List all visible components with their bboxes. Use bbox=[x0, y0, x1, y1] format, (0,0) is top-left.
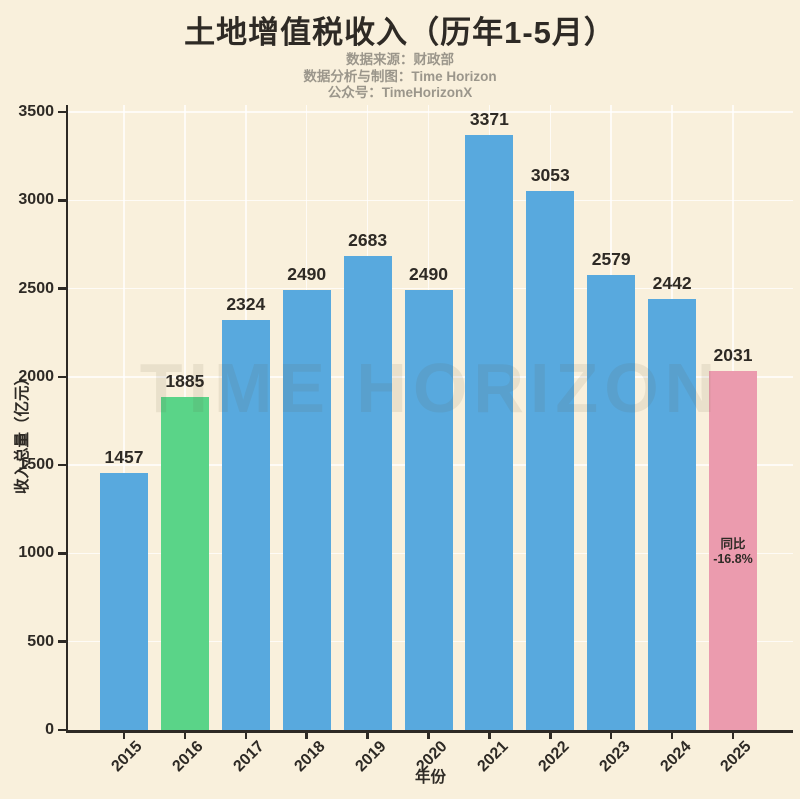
chart-title: 土地增值税收入（历年1-5月） bbox=[184, 15, 616, 50]
x-tick-label: 2022 bbox=[535, 738, 573, 776]
x-axis-tick bbox=[122, 733, 126, 739]
gridline-horizontal bbox=[68, 287, 793, 290]
x-axis-line bbox=[65, 730, 793, 733]
bar-2025 bbox=[709, 371, 757, 730]
subtitle-data-source: 数据来源：财政部 bbox=[346, 52, 454, 67]
bar-value-label: 2490 bbox=[287, 264, 327, 285]
bar-2023 bbox=[587, 274, 636, 730]
y-axis-tick bbox=[57, 640, 66, 643]
y-tick-label: 1500 bbox=[18, 456, 54, 474]
x-axis-tick bbox=[305, 733, 308, 739]
bar-2024 bbox=[648, 298, 697, 730]
bar-annotation: 同比 -16.8% bbox=[688, 537, 778, 567]
y-tick-label: 1000 bbox=[18, 544, 54, 562]
x-axis-tick bbox=[366, 733, 369, 739]
bar-2022 bbox=[526, 190, 575, 730]
y-tick-label: 0 bbox=[45, 721, 54, 738]
bar-value-label: 3371 bbox=[469, 108, 509, 129]
y-axis-tick bbox=[57, 728, 66, 732]
bar-value-label: 2490 bbox=[409, 264, 448, 285]
bar-2021 bbox=[465, 134, 514, 730]
x-axis-tick bbox=[670, 733, 674, 739]
x-tick-label: 2017 bbox=[230, 738, 268, 776]
gridline-horizontal bbox=[68, 199, 793, 202]
x-tick-label: 2021 bbox=[474, 738, 512, 776]
y-axis-tick bbox=[57, 463, 66, 467]
bar-annotation-line: 同比 bbox=[720, 537, 746, 551]
y-tick-label: 2500 bbox=[18, 279, 54, 297]
x-axis-tick bbox=[183, 733, 187, 739]
chart-subtitle: 数据来源：财政部 数据分析与制图：Time Horizon 公众号：TimeHo… bbox=[0, 52, 800, 102]
x-tick-label: 2024 bbox=[656, 738, 695, 776]
y-axis-tick bbox=[57, 287, 66, 290]
subtitle-account: 公众号：TimeHorizonX bbox=[327, 85, 473, 100]
bar-value-label: 2579 bbox=[591, 248, 631, 269]
gridline-vertical bbox=[123, 105, 125, 730]
y-tick-label: 500 bbox=[27, 632, 54, 650]
bar-value-label: 2031 bbox=[713, 345, 753, 366]
x-tick-label: 2023 bbox=[596, 738, 634, 776]
x-tick-label: 2018 bbox=[291, 738, 329, 776]
gridline-horizontal bbox=[68, 111, 793, 113]
bar-value-label: 2324 bbox=[226, 293, 266, 314]
x-tick-label: 2020 bbox=[413, 738, 451, 776]
bar-annotation-line: -16.8% bbox=[713, 552, 753, 566]
x-tick-label: 2015 bbox=[108, 738, 147, 776]
bar-value-label: 2683 bbox=[348, 230, 388, 251]
x-axis-tick bbox=[731, 733, 735, 739]
x-tick-label: 2019 bbox=[352, 738, 390, 776]
x-axis-label: 年份 bbox=[414, 769, 446, 786]
y-tick-label: 2000 bbox=[18, 367, 54, 385]
y-axis-tick bbox=[57, 110, 66, 114]
bar-2019 bbox=[343, 256, 392, 730]
y-axis-tick bbox=[57, 375, 66, 379]
bar-value-label: 3053 bbox=[530, 164, 570, 185]
bar-2016 bbox=[160, 397, 209, 730]
bar-value-label: 2442 bbox=[652, 272, 692, 293]
x-axis-tick bbox=[244, 733, 248, 739]
bar-value-label: 1457 bbox=[104, 446, 144, 467]
y-tick-label: 3500 bbox=[18, 103, 54, 120]
x-axis-tick bbox=[609, 733, 613, 739]
subtitle-author: 数据分析与制图：Time Horizon bbox=[303, 68, 497, 84]
bar-2020 bbox=[404, 290, 453, 730]
x-tick-label: 2025 bbox=[717, 738, 756, 776]
bar-value-label: 1885 bbox=[165, 371, 205, 392]
bar-2015 bbox=[100, 472, 148, 730]
y-tick-label: 3000 bbox=[18, 191, 54, 209]
x-axis-tick bbox=[427, 733, 430, 739]
x-axis-tick bbox=[488, 733, 491, 739]
x-tick-label: 2016 bbox=[169, 738, 207, 776]
y-axis-tick bbox=[57, 199, 66, 202]
bar-2018 bbox=[282, 290, 331, 730]
bar-2017 bbox=[221, 319, 270, 730]
x-axis-tick bbox=[549, 733, 552, 739]
y-axis-tick bbox=[57, 552, 66, 555]
y-axis-line bbox=[65, 105, 68, 733]
